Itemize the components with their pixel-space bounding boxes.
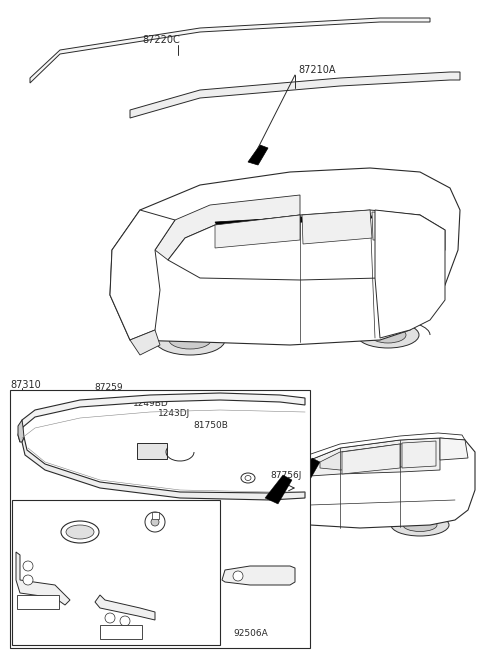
- Text: 87210A: 87210A: [298, 65, 336, 75]
- Polygon shape: [130, 330, 160, 355]
- Ellipse shape: [241, 473, 255, 483]
- Text: 18645B: 18645B: [102, 628, 137, 638]
- Circle shape: [233, 571, 243, 581]
- FancyBboxPatch shape: [100, 625, 142, 639]
- Ellipse shape: [391, 514, 449, 536]
- FancyBboxPatch shape: [12, 500, 220, 645]
- Polygon shape: [18, 393, 305, 442]
- Ellipse shape: [155, 325, 225, 355]
- Polygon shape: [155, 195, 300, 260]
- Text: KIA: KIA: [74, 529, 85, 535]
- Polygon shape: [215, 215, 300, 248]
- Polygon shape: [130, 72, 460, 118]
- Text: 1125KQ: 1125KQ: [143, 539, 179, 548]
- Polygon shape: [292, 433, 465, 485]
- Polygon shape: [280, 438, 475, 530]
- Polygon shape: [110, 168, 460, 345]
- Ellipse shape: [403, 518, 437, 531]
- Polygon shape: [248, 145, 268, 165]
- Ellipse shape: [61, 521, 99, 543]
- Text: 92506A: 92506A: [233, 628, 268, 638]
- Text: 87259: 87259: [94, 384, 122, 392]
- Polygon shape: [215, 213, 372, 227]
- Text: 1243DJ: 1243DJ: [158, 409, 190, 417]
- Polygon shape: [265, 475, 292, 504]
- Polygon shape: [375, 210, 445, 338]
- Polygon shape: [310, 438, 440, 476]
- Circle shape: [23, 575, 33, 585]
- Polygon shape: [372, 212, 420, 240]
- Polygon shape: [30, 18, 430, 83]
- Ellipse shape: [169, 331, 211, 349]
- Text: 87220C: 87220C: [142, 35, 180, 45]
- Polygon shape: [440, 438, 468, 460]
- Polygon shape: [302, 210, 372, 244]
- Ellipse shape: [151, 518, 159, 526]
- Circle shape: [105, 613, 115, 623]
- Circle shape: [120, 616, 130, 626]
- Polygon shape: [222, 566, 295, 585]
- Text: 87310: 87310: [10, 380, 41, 390]
- Polygon shape: [320, 442, 435, 470]
- Polygon shape: [110, 210, 175, 340]
- Polygon shape: [16, 552, 70, 605]
- FancyBboxPatch shape: [137, 443, 167, 459]
- Ellipse shape: [357, 322, 419, 348]
- Text: 18645B: 18645B: [19, 598, 54, 607]
- Ellipse shape: [164, 268, 176, 276]
- Polygon shape: [295, 458, 320, 492]
- Polygon shape: [95, 595, 155, 620]
- Polygon shape: [18, 420, 24, 442]
- Text: 1249BD: 1249BD: [133, 400, 169, 409]
- FancyBboxPatch shape: [17, 595, 59, 609]
- Ellipse shape: [370, 327, 406, 343]
- Text: 92508B: 92508B: [14, 626, 49, 634]
- Polygon shape: [22, 437, 305, 500]
- Ellipse shape: [145, 512, 165, 532]
- Polygon shape: [168, 210, 445, 280]
- Ellipse shape: [245, 476, 251, 480]
- Polygon shape: [402, 441, 436, 468]
- Text: 92509: 92509: [183, 628, 212, 638]
- Polygon shape: [342, 444, 400, 474]
- Ellipse shape: [66, 525, 94, 539]
- FancyBboxPatch shape: [10, 390, 310, 648]
- Ellipse shape: [458, 441, 468, 455]
- FancyBboxPatch shape: [152, 512, 158, 518]
- Text: 87756J: 87756J: [270, 472, 301, 480]
- Text: 81750B: 81750B: [193, 420, 228, 430]
- Circle shape: [23, 561, 33, 571]
